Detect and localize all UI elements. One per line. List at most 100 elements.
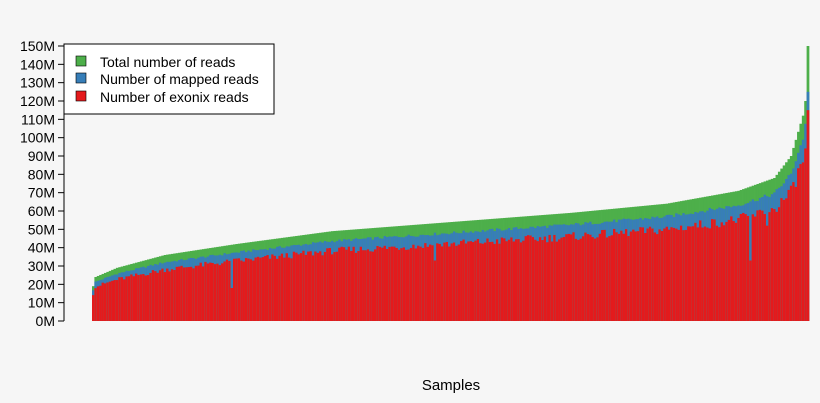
x-axis-label: Samples [422, 377, 480, 394]
bar-exonix [713, 219, 717, 321]
bar-exonix [761, 210, 764, 321]
bar-exonix [548, 234, 552, 321]
bar-exonix [175, 266, 179, 321]
bar-exonix [244, 258, 248, 321]
bar-exonix [622, 233, 626, 321]
bar-exonix [266, 255, 270, 321]
bar-exonix [732, 221, 736, 321]
bar-exonix [785, 198, 788, 321]
bar-exonix [806, 110, 810, 321]
bar-exonix [734, 222, 738, 321]
bar-exonix [412, 244, 415, 321]
bar-exonix [689, 226, 693, 321]
bar-exonix [605, 237, 609, 321]
bar-exonix [127, 276, 131, 321]
bar-exonix [792, 182, 796, 321]
bar-exonix [173, 270, 176, 321]
bar-exonix [111, 280, 114, 321]
y-tick-label: 50M [28, 221, 55, 237]
bar-exonix [503, 238, 506, 321]
bar-exonix [426, 246, 430, 321]
bar-exonix [158, 270, 162, 321]
bar-exonix [684, 229, 688, 321]
bar-exonix [197, 265, 200, 321]
bar-exonix [256, 256, 260, 321]
bar-exonix [99, 285, 102, 321]
bar-exonix [96, 286, 100, 321]
bar-exonix [383, 245, 387, 321]
bar-exonix [304, 254, 308, 321]
bar-exonix [180, 265, 184, 321]
bar-exonix [123, 279, 126, 321]
bar-exonix [436, 243, 439, 321]
bar-exonix [679, 225, 683, 321]
bar-exonix [424, 243, 427, 321]
bar-exonix [541, 240, 545, 321]
y-tick-label: 60M [28, 203, 55, 219]
bar-exonix [242, 261, 246, 321]
bar-exonix [151, 270, 155, 321]
bar-exonix [340, 246, 344, 321]
bar-exonix [531, 237, 535, 321]
bar-exonix [773, 209, 776, 321]
bar-exonix [331, 254, 334, 321]
bar-exonix [223, 261, 227, 321]
bar-exonix [522, 240, 525, 321]
bar-exonix [125, 276, 129, 321]
bar-exonix [443, 242, 447, 321]
bar-exonix [789, 185, 793, 321]
bar-exonix [483, 242, 487, 321]
bar-exonix [479, 243, 482, 321]
bar-exonix [469, 241, 473, 321]
bar-exonix [620, 230, 623, 321]
bar-exonix [118, 277, 122, 321]
bar-exonix [314, 251, 318, 321]
bar-exonix [708, 228, 712, 321]
y-tick-label: 130M [20, 75, 55, 91]
bar-exonix [209, 262, 212, 321]
bar-exonix [801, 162, 805, 321]
bar-exonix [488, 242, 492, 321]
legend-swatch-exonix [75, 90, 87, 102]
bar-exonix [648, 226, 652, 321]
bar-exonix [166, 268, 169, 321]
bar-exonix [261, 257, 265, 321]
bar-exonix [672, 227, 676, 321]
bar-exonix [146, 275, 150, 321]
bar-exonix [651, 228, 654, 321]
bar-exonix [641, 227, 645, 321]
bar-exonix [369, 251, 372, 321]
bar-exonix [161, 268, 165, 321]
legend-label-total: Total number of reads [100, 54, 235, 70]
bar-exonix [694, 222, 698, 321]
bar-exonix [715, 225, 719, 321]
bar-exonix [775, 211, 779, 321]
bar-exonix [395, 248, 399, 321]
bar-exonix [472, 242, 475, 321]
bar-exonix [627, 236, 631, 321]
bars [92, 46, 810, 322]
bar-exonix [727, 219, 731, 321]
bar-exonix [536, 241, 540, 321]
bar-exonix [565, 234, 568, 321]
bar-exonix [701, 227, 705, 321]
bar-exonix [156, 272, 160, 321]
bar-exonix [608, 236, 611, 321]
bar-exonix [431, 245, 435, 321]
bar-exonix [385, 248, 389, 321]
bar-exonix [584, 232, 588, 321]
bar-exonix [168, 271, 172, 321]
legend-box [63, 43, 275, 115]
bar-exonix [507, 239, 511, 321]
bar-exonix [646, 228, 650, 321]
bar-exonix [577, 239, 580, 321]
bar-exonix [440, 246, 444, 321]
bar-exonix [216, 263, 220, 321]
bar-exonix [357, 251, 361, 321]
bar-exonix [428, 244, 432, 321]
bar-exonix [352, 246, 356, 321]
bar-exonix [804, 148, 807, 321]
bar-exonix [135, 273, 138, 321]
bar-exonix [438, 244, 442, 321]
bar-exonix [273, 255, 277, 321]
